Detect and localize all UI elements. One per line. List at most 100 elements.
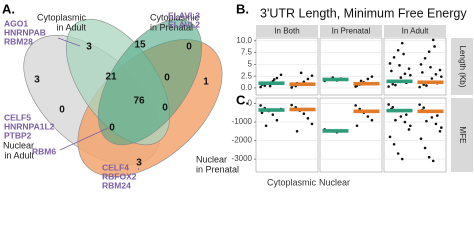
data-point (302, 112, 306, 116)
median-bar (289, 107, 316, 112)
data-point (419, 63, 423, 66)
region-count: 0 (109, 123, 115, 134)
median-bar (322, 129, 349, 133)
data-point (431, 38, 435, 42)
set-label: Nuclear (3, 140, 34, 150)
x-tick-label: Cytoplasmic (267, 177, 317, 187)
panel-letter: A. (2, 1, 15, 16)
data-point (431, 159, 435, 163)
data-point (433, 45, 436, 48)
data-point (391, 105, 395, 109)
data-point (310, 122, 314, 126)
data-point (392, 56, 396, 59)
data-point (264, 124, 268, 128)
median-bar (353, 109, 380, 114)
data-point (271, 113, 275, 116)
data-point (430, 77, 434, 80)
data-point (295, 130, 299, 133)
data-point (306, 117, 310, 120)
data-point (418, 85, 421, 89)
data-point (387, 85, 390, 88)
gene-label: RBM24 (102, 180, 131, 190)
data-point (268, 84, 272, 88)
region-count: 15 (134, 40, 146, 51)
data-point (366, 77, 370, 81)
region-count: 0 (186, 42, 192, 53)
set-label: in Adult (4, 150, 34, 160)
y-tick-label: 10.0 (236, 36, 252, 45)
gene-label: RBFOX2 (102, 171, 137, 181)
y-tick-label: 2.5 (241, 71, 253, 80)
gene-label: HNRNPA1L2 (4, 121, 55, 131)
data-point (403, 72, 407, 76)
y-tick-label: 0.0 (241, 83, 253, 92)
data-point (359, 79, 363, 83)
data-point (299, 71, 303, 75)
data-point (434, 122, 438, 126)
panel-strip-label: Length (Kb) (458, 46, 467, 88)
facet-label: In Adult (402, 27, 429, 36)
data-point (403, 120, 407, 124)
data-point (275, 118, 279, 122)
data-point (390, 69, 393, 73)
data-point (399, 115, 403, 118)
region-count: 76 (133, 96, 145, 107)
panel-strip-label: MFE (458, 127, 467, 144)
median-bar (353, 81, 380, 86)
facet-strip (256, 25, 318, 37)
panel-strip (451, 98, 473, 172)
median-bar (386, 79, 413, 84)
gene-label: RBM6 (32, 146, 56, 156)
data-point (429, 65, 432, 69)
median-bar (386, 108, 413, 113)
region-count: 0 (164, 73, 170, 84)
data-point (407, 128, 411, 131)
data-point (310, 74, 314, 77)
gene-label: ELAVL2 (168, 19, 200, 29)
data-point (425, 119, 428, 123)
gene-label: CELF5 (4, 112, 31, 122)
median-bar (417, 109, 444, 114)
set-label: in Prenatal (150, 22, 193, 32)
panel-bg (319, 37, 383, 96)
y-tick-label: -2000 (232, 136, 253, 145)
set-label: Cytoplasmic (37, 12, 87, 22)
data-point (440, 75, 443, 78)
facet-strip (384, 25, 446, 37)
leader-line (137, 167, 140, 171)
data-point (290, 86, 293, 89)
gene-label: RBM28 (4, 36, 33, 46)
data-point (423, 56, 427, 60)
median-bar (322, 77, 349, 82)
leader-line (59, 127, 109, 151)
data-point (259, 104, 262, 107)
facet-strip (320, 25, 382, 37)
median-bar (258, 108, 285, 112)
gene-label: HNRNPAB (4, 27, 46, 37)
x-tick-label: Nuclear (319, 177, 350, 187)
data-point (260, 111, 264, 115)
data-point (430, 116, 434, 119)
data-point (391, 82, 395, 86)
y-tick-label: 7.5 (241, 48, 253, 57)
data-point (387, 103, 390, 106)
data-point (290, 103, 293, 107)
panel-bg (319, 97, 383, 173)
data-point (370, 118, 374, 122)
panel-strip (451, 38, 473, 95)
leader-line (57, 37, 81, 47)
panel-letter: B. (236, 1, 249, 16)
venn-shapes (23, 18, 223, 177)
data-point (306, 77, 310, 81)
data-point (421, 71, 424, 74)
set-label: in Prenatal (196, 164, 239, 174)
data-point (402, 52, 405, 56)
data-point (394, 83, 397, 87)
data-point (400, 41, 404, 45)
data-point (427, 50, 431, 53)
region-count: 3 (34, 75, 40, 86)
figure: A. B. C. 3'UTR Length, Minimum Free Ener… (2, 1, 473, 190)
data-point (438, 130, 442, 133)
data-point (279, 73, 283, 77)
data-point (440, 126, 443, 129)
